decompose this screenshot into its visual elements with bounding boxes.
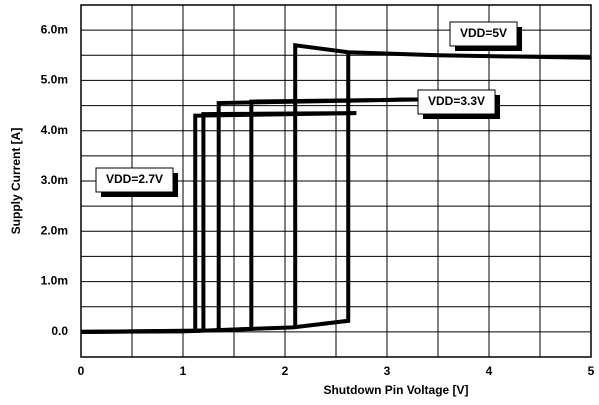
x-tick-label: 2: [282, 364, 289, 378]
plot-frame: [80, 4, 592, 358]
label-box: [417, 89, 496, 115]
label-box: [95, 167, 174, 193]
series-label-text: VDD=2.7V: [106, 172, 163, 186]
y-axis-label: Supply Current [A]: [9, 128, 23, 235]
y-tick-label: 5.0m: [41, 73, 68, 87]
series-label-text: VDD=5V: [460, 26, 507, 40]
y-tick-label: 4.0m: [41, 123, 68, 137]
data-line: [80, 97, 418, 334]
y-tick-label: 3.0m: [41, 173, 68, 187]
x-tick-label: 1: [180, 364, 187, 378]
x-tick-label: 0: [78, 364, 85, 378]
data-line: [80, 111, 357, 334]
x-tick-label: 5: [588, 364, 595, 378]
label-box: [449, 21, 518, 47]
series-label-text: VDD=3.3V: [428, 94, 485, 108]
y-tick-label: 0.0: [51, 324, 68, 338]
x-tick-label: 3: [384, 364, 391, 378]
y-tick-label: 1.0m: [41, 274, 68, 288]
x-axis-label: Shutdown Pin Voltage [V]: [323, 383, 468, 397]
y-tick-label: 6.0m: [41, 22, 68, 36]
data-line: [80, 42, 592, 334]
y-tick-label: 2.0m: [41, 223, 68, 237]
x-tick-label: 4: [486, 364, 493, 378]
